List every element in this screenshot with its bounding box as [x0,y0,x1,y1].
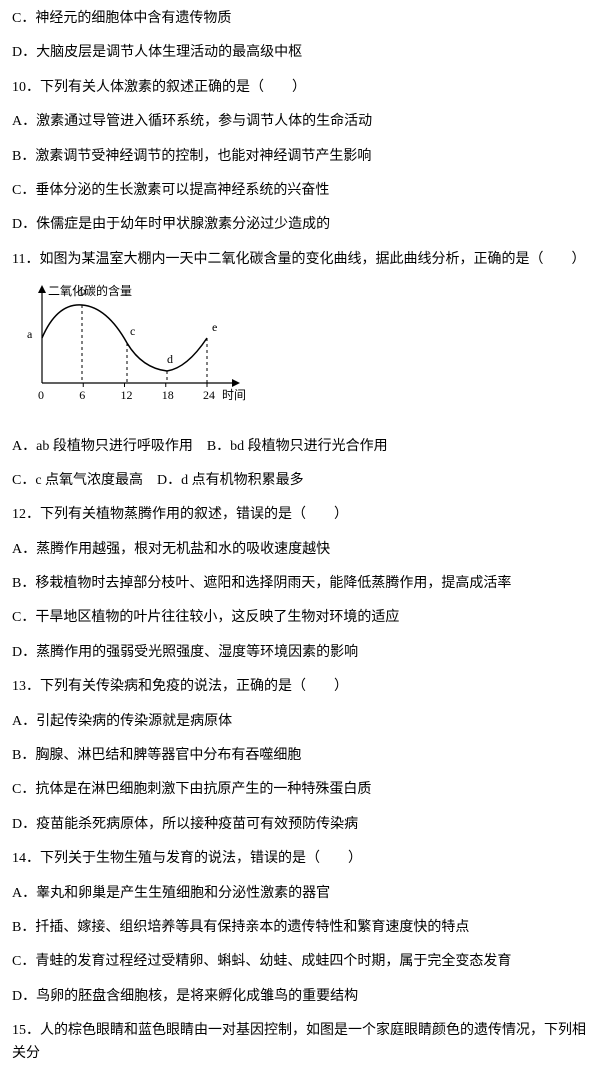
option-text: D．侏儒症是由于幼年时甲状腺激素分泌过少造成的 [12,214,593,236]
svg-text:a: a [27,327,33,341]
svg-text:12: 12 [121,388,133,402]
option-text: D．大脑皮层是调节人体生理活动的最高级中枢 [12,42,593,64]
svg-text:e: e [212,320,217,334]
option-text: A．激素通过导管进入循环系统，参与调节人体的生命活动 [12,111,593,133]
svg-text:18: 18 [162,388,174,402]
svg-text:d: d [167,352,173,366]
option-text: C．神经元的细胞体中含有遗传物质 [12,8,593,30]
option-text: D．蒸腾作用的强弱受光照强度、湿度等环境因素的影响 [12,642,593,664]
option-text: B．扦插、嫁接、组织培养等具有保持亲本的遗传特性和繁育速度快的特点 [12,917,593,939]
question-text: 12．下列有关植物蒸腾作用的叙述，错误的是（ ） [12,504,593,526]
option-text: C．干旱地区植物的叶片往往较小，这反映了生物对环境的适应 [12,607,593,629]
svg-text:24: 24 [203,388,215,402]
option-text: C．c 点氧气浓度最高 D．d 点有机物积累最多 [12,470,593,492]
option-text: D．鸟卵的胚盘含细胞核，是将来孵化成雏鸟的重要结构 [12,986,593,1008]
option-text: B．移栽植物时去掉部分枝叶、遮阳和选择阴雨天，能降低蒸腾作用，提高成活率 [12,573,593,595]
svg-text:c: c [130,324,135,338]
option-text: B．激素调节受神经调节的控制，也能对神经调节产生影响 [12,146,593,168]
option-text: A．ab 段植物只进行呼吸作用 B．bd 段植物只进行光合作用 [12,436,593,458]
option-text: A．蒸腾作用越强，根对无机盐和水的吸收速度越快 [12,539,593,561]
co2-curve-chart: 二氧化碳的含量时间 0 6 12 18 24 a b c d e [12,283,593,421]
question-text: 14．下列关于生物生殖与发育的说法，错误的是（ ） [12,848,593,870]
option-text: A．睾丸和卵巢是产生生殖细胞和分泌性激素的器官 [12,883,593,905]
svg-text:0: 0 [38,388,44,402]
question-text: 11．如图为某温室大棚内一天中二氧化碳含量的变化曲线，据此曲线分析，正确的是（ … [12,249,593,271]
option-text: C．抗体是在淋巴细胞刺激下由抗原产生的一种特殊蛋白质 [12,779,593,801]
option-text: D．疫苗能杀死病原体，所以接种疫苗可有效预防传染病 [12,814,593,836]
question-text: 15．人的棕色眼睛和蓝色眼睛由一对基因控制，如图是一个家庭眼睛颜色的遗传情况，下… [12,1020,593,1065]
option-text: B．胸腺、淋巴结和脾等器官中分布有吞噬细胞 [12,745,593,767]
option-text: A．引起传染病的传染源就是病原体 [12,711,593,733]
svg-text:二氧化碳的含量: 二氧化碳的含量 [48,283,132,298]
option-text: C．青蛙的发育过程经过受精卵、蝌蚪、幼蛙、成蛙四个时期，属于完全变态发育 [12,951,593,973]
svg-text:6: 6 [79,388,85,402]
svg-text:b: b [80,284,86,298]
question-text: 13．下列有关传染病和免疫的说法，正确的是（ ） [12,676,593,698]
svg-text:时间: 时间 [222,388,246,402]
question-text: 10．下列有关人体激素的叙述正确的是（ ） [12,77,593,99]
option-text: C．垂体分泌的生长激素可以提高神经系统的兴奋性 [12,180,593,202]
